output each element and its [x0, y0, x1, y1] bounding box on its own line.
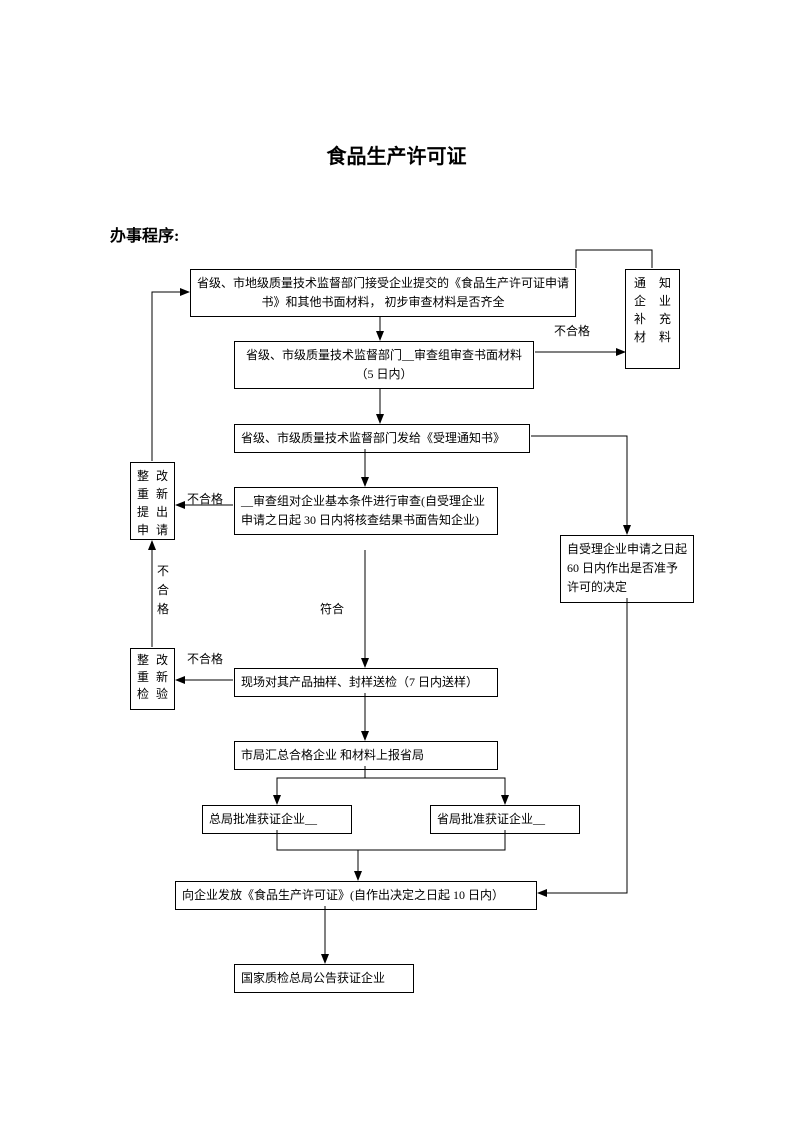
node-initial-review: 省级、市地级质量技术监督部门接受企业提交的《食品生产许可证申请书》和其他书面材料…	[190, 269, 576, 317]
node-acceptance-notice: 省级、市级质量技术监督部门发给《受理通知书》	[234, 424, 530, 453]
node-announcement: 国家质检总局公告获证企业	[234, 964, 414, 993]
label-fail-vertical: 不合格	[156, 562, 170, 620]
label-fail-3: 不合格	[187, 650, 223, 667]
node-rectify-retest: 整 改 重 新 检验	[130, 648, 175, 710]
page-title: 食品生产许可证	[0, 140, 793, 169]
node-notify-supplement: 通 知 企 业 补 充 材料	[625, 269, 680, 369]
node-document-review: 省级、市级质量技术监督部门__审查组审查书面材料（5 日内）	[234, 341, 534, 389]
node-report-province: 市局汇总合格企业 和材料上报省局	[234, 741, 498, 770]
label-pass: 符合	[320, 600, 344, 617]
node-sampling: 现场对其产品抽样、封样送检（7 日内送样）	[234, 668, 498, 697]
node-rectify-reapply: 整 改 重 新 提 出 申请	[130, 462, 175, 540]
node-condition-review: __审查组对企业基本条件进行审查(自受理企业申请之日起 30 日内将核查结果书面…	[234, 487, 498, 535]
section-heading: 办事程序:	[110, 222, 179, 246]
node-provincial-approval: 省局批准获证企业__	[430, 805, 580, 834]
node-national-approval: 总局批准获证企业__	[202, 805, 352, 834]
label-fail-2: 不合格	[187, 490, 223, 507]
label-fail-1: 不合格	[554, 322, 590, 339]
node-issue-license: 向企业发放《食品生产许可证》(自作出决定之日起 10 日内）	[175, 881, 537, 910]
node-60day-decision: 自受理企业申请之日起 60 日内作出是否准予许可的决定	[560, 535, 694, 603]
